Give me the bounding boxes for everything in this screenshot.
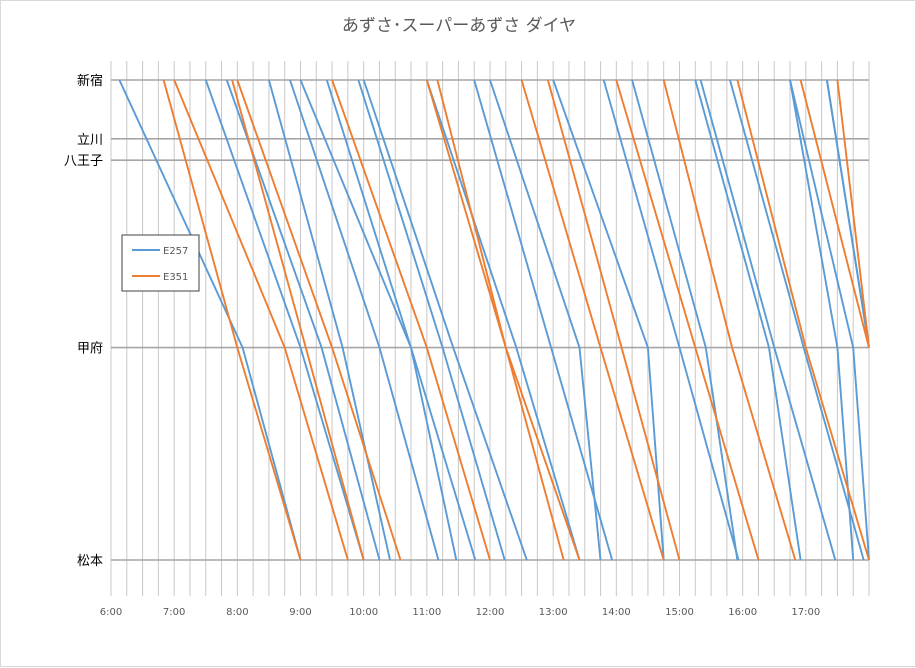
series-layer — [118, 79, 870, 561]
train-line — [602, 79, 740, 561]
x-tick-label: 6:00 — [100, 607, 122, 618]
train-line — [331, 79, 491, 561]
x-tick-label: 11:00 — [412, 607, 441, 618]
train-line — [225, 79, 381, 561]
x-tick-label: 16:00 — [728, 607, 757, 618]
series-e257 — [118, 79, 870, 561]
station-label: 甲府 — [77, 342, 103, 357]
x-tick-label: 9:00 — [289, 607, 311, 618]
x-tick-label: 7:00 — [163, 607, 185, 618]
train-line — [204, 79, 365, 561]
train-line — [489, 79, 602, 561]
series-e351 — [162, 79, 870, 561]
train-line — [729, 79, 865, 561]
train-line — [118, 79, 302, 561]
train-line — [473, 79, 614, 561]
legend-box — [121, 234, 200, 292]
x-tick-labels: 6:00 7:00 8:00 9:00 10:00 11:00 12:00 13:00 14:0… — [100, 607, 820, 618]
train-line — [799, 79, 870, 348]
x-tick-label: 8:00 — [226, 607, 248, 618]
train-line — [662, 79, 797, 561]
train-line — [699, 79, 837, 561]
train-line — [789, 79, 870, 561]
chart-title: あずさ･スーパーあずさ ダイヤ — [341, 16, 577, 36]
x-tick-label: 12:00 — [476, 607, 505, 618]
station-label: 新宿 — [77, 73, 103, 89]
station-label: 八王子 — [64, 154, 103, 169]
x-tick-label: 13:00 — [539, 607, 568, 618]
train-line — [436, 79, 565, 561]
x-tick-label: 10:00 — [349, 607, 378, 618]
train-line — [236, 79, 402, 561]
train-line — [552, 79, 665, 561]
train-line — [631, 79, 739, 561]
legend-label: E351 — [163, 272, 188, 283]
train-line — [520, 79, 665, 561]
train-line — [162, 79, 302, 561]
train-line — [425, 79, 581, 561]
x-tick-label: 15:00 — [665, 607, 694, 618]
train-line — [694, 79, 802, 561]
x-tick-label: 14:00 — [602, 607, 631, 618]
x-tick-label: 17:00 — [791, 607, 820, 618]
minor-gridlines — [110, 61, 870, 596]
station-label: 立川 — [77, 133, 103, 148]
train-line — [546, 79, 681, 561]
train-line — [425, 79, 581, 561]
train-line — [836, 79, 870, 348]
station-label: 松本 — [77, 554, 103, 569]
train-line — [231, 79, 365, 561]
train-line — [615, 79, 760, 561]
train-line — [299, 79, 458, 561]
train-line — [825, 79, 870, 348]
train-line — [357, 79, 506, 561]
train-line — [267, 79, 391, 561]
legend: E257 E351 — [121, 234, 200, 292]
train-line — [325, 79, 477, 561]
train-line — [362, 79, 528, 561]
train-line — [289, 79, 440, 561]
legend-label: E257 — [163, 246, 188, 257]
train-line — [736, 79, 870, 561]
train-line — [173, 79, 349, 561]
